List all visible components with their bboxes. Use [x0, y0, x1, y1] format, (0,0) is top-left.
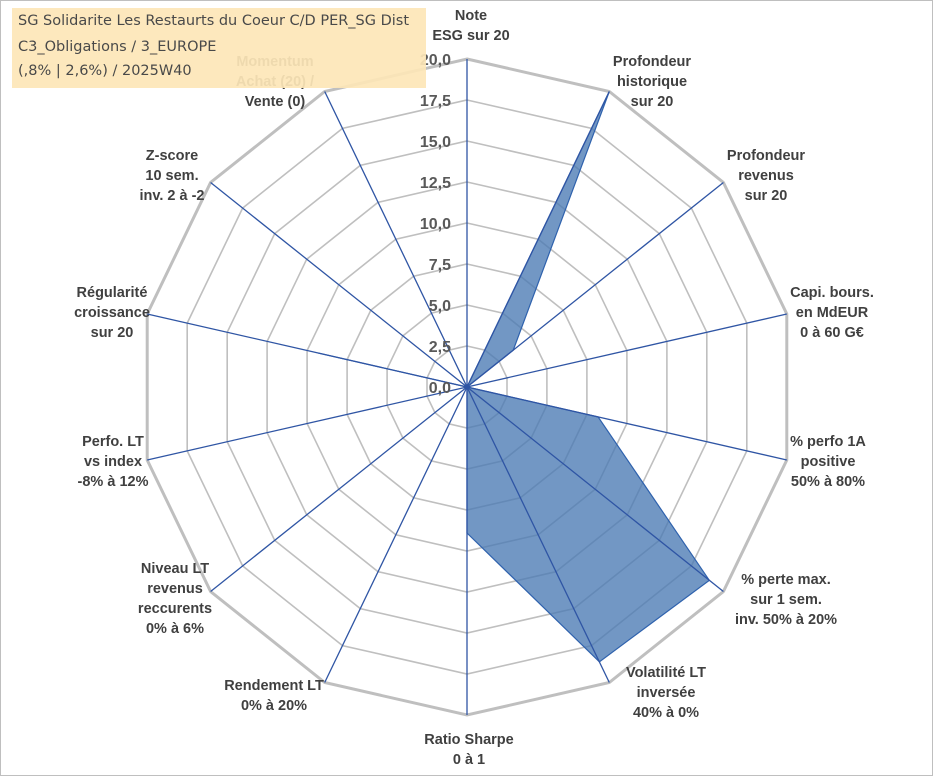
tick-label: 15,0 [420, 134, 451, 151]
axis-label: Capi. bours. en MdEUR 0 à 60 G€ [790, 285, 874, 341]
tick-label: 5,0 [429, 298, 451, 315]
axis-spoke [466, 386, 787, 461]
axis-label-line: en MdEUR [796, 305, 869, 321]
axis-spoke [147, 386, 468, 461]
axis-label: Régularité croissance sur 20 [74, 285, 150, 341]
axis-label-line: Ratio Sharpe [424, 732, 513, 748]
axis-label-line: historique [617, 74, 687, 90]
axis-spoke [324, 91, 468, 388]
axis-label-line: positive [801, 454, 856, 470]
axis-label-line: revenus [147, 581, 203, 597]
axis-label: Note ESG sur 20 [432, 8, 509, 44]
axis-spoke [466, 313, 787, 388]
axis-spoke [210, 386, 468, 593]
axis-label-line: inv. 2 à -2 [139, 188, 204, 204]
tick-label: 2,5 [429, 339, 451, 356]
axis-spoke [210, 181, 468, 388]
axis-label-line: croissance [74, 305, 150, 321]
axis-label-line: 0% à 6% [146, 621, 204, 637]
axis-label: % perte max. sur 1 sem. inv. 50% à 20% [735, 572, 837, 628]
axis-label-line: revenus [738, 168, 794, 184]
axis-label-line: 0 à 60 G€ [800, 325, 864, 341]
axis-label-line: sur 20 [91, 325, 134, 341]
tick-label: 7,5 [429, 257, 451, 274]
axis-label-line: % perte max. [741, 572, 830, 588]
axis-label-line: vs index [84, 454, 142, 470]
axis-label: Niveau LT revenus reccurents 0% à 6% [138, 561, 212, 637]
axis-label-line: inv. 50% à 20% [735, 612, 837, 628]
axis-label: Rendement LT 0% à 20% [224, 678, 324, 714]
axis-label-line: 10 sem. [145, 168, 198, 184]
axis-label-line: 0 à 1 [453, 752, 485, 768]
axis-spoke [466, 181, 724, 388]
axis-label-line: sur 20 [631, 94, 674, 110]
axis-label-line: Rendement LT [224, 678, 324, 694]
radar-tick-labels: 0,0 2,5 5,0 7,5 10,0 12,5 15,0 17,5 20,0 [420, 52, 451, 397]
axis-label-line: 0% à 20% [241, 698, 307, 714]
axis-spoke [324, 386, 468, 683]
tick-label: 12,5 [420, 175, 451, 192]
tick-label: 10,0 [420, 216, 451, 233]
axis-label-line: Perfo. LT [82, 434, 144, 450]
axis-label-line: Profondeur [727, 148, 805, 164]
axis-label-line: Niveau LT [141, 561, 209, 577]
axis-label-line: 50% à 80% [791, 474, 865, 490]
radar-spokes [147, 59, 787, 715]
axis-spoke [466, 386, 724, 593]
axis-label-line: Régularité [77, 285, 148, 301]
axis-label-line: Volatilité LT [626, 665, 706, 681]
axis-label-line: sur 1 sem. [750, 592, 822, 608]
chart-title-line-1: SG Solidarite Les Restaurts du Coeur C/D… [18, 13, 410, 29]
axis-spoke [466, 386, 610, 683]
axis-label-line: Z-score [146, 148, 198, 164]
axis-label-line: % perfo 1A [790, 434, 866, 450]
axis-label: Z-score 10 sem. inv. 2 à -2 [139, 148, 204, 204]
tick-label: 17,5 [420, 93, 451, 110]
axis-label: % perfo 1A positive 50% à 80% [790, 434, 866, 490]
axis-label: Profondeur historique sur 20 [613, 54, 691, 110]
axis-label-line: Note [455, 8, 487, 24]
axis-label-line: reccurents [138, 601, 212, 617]
axis-label-line: -8% à 12% [78, 474, 149, 490]
chart-title-line-3: (,8% | 2,6%) / 2025W40 [18, 63, 192, 79]
axis-label-line: Vente (0) [245, 94, 306, 110]
axis-label-line: 40% à 0% [633, 705, 699, 721]
axis-label: Profondeur revenus sur 20 [727, 148, 805, 204]
chart-title-line-2: C3_Obligations / 3_EUROPE [18, 39, 217, 55]
radar-axis-labels: Note ESG sur 20 Profondeur historique sur 20… [74, 8, 874, 768]
tick-label: 0,0 [429, 380, 451, 397]
axis-spoke [466, 91, 610, 388]
axis-label-line: Profondeur [613, 54, 691, 70]
axis-label-line: sur 20 [745, 188, 788, 204]
axis-label: Volatilité LT inversée 40% à 0% [626, 665, 706, 721]
axis-label: Ratio Sharpe 0 à 1 [424, 732, 513, 768]
axis-label-line: ESG sur 20 [432, 28, 509, 44]
axis-label-line: inversée [637, 685, 696, 701]
axis-label: Perfo. LT vs index -8% à 12% [78, 434, 149, 490]
chart-title-box: SG Solidarite Les Restaurts du Coeur C/D… [12, 8, 426, 88]
axis-label-line: Capi. bours. [790, 285, 874, 301]
tick-label: 20,0 [420, 52, 451, 69]
axis-spoke [147, 313, 468, 388]
